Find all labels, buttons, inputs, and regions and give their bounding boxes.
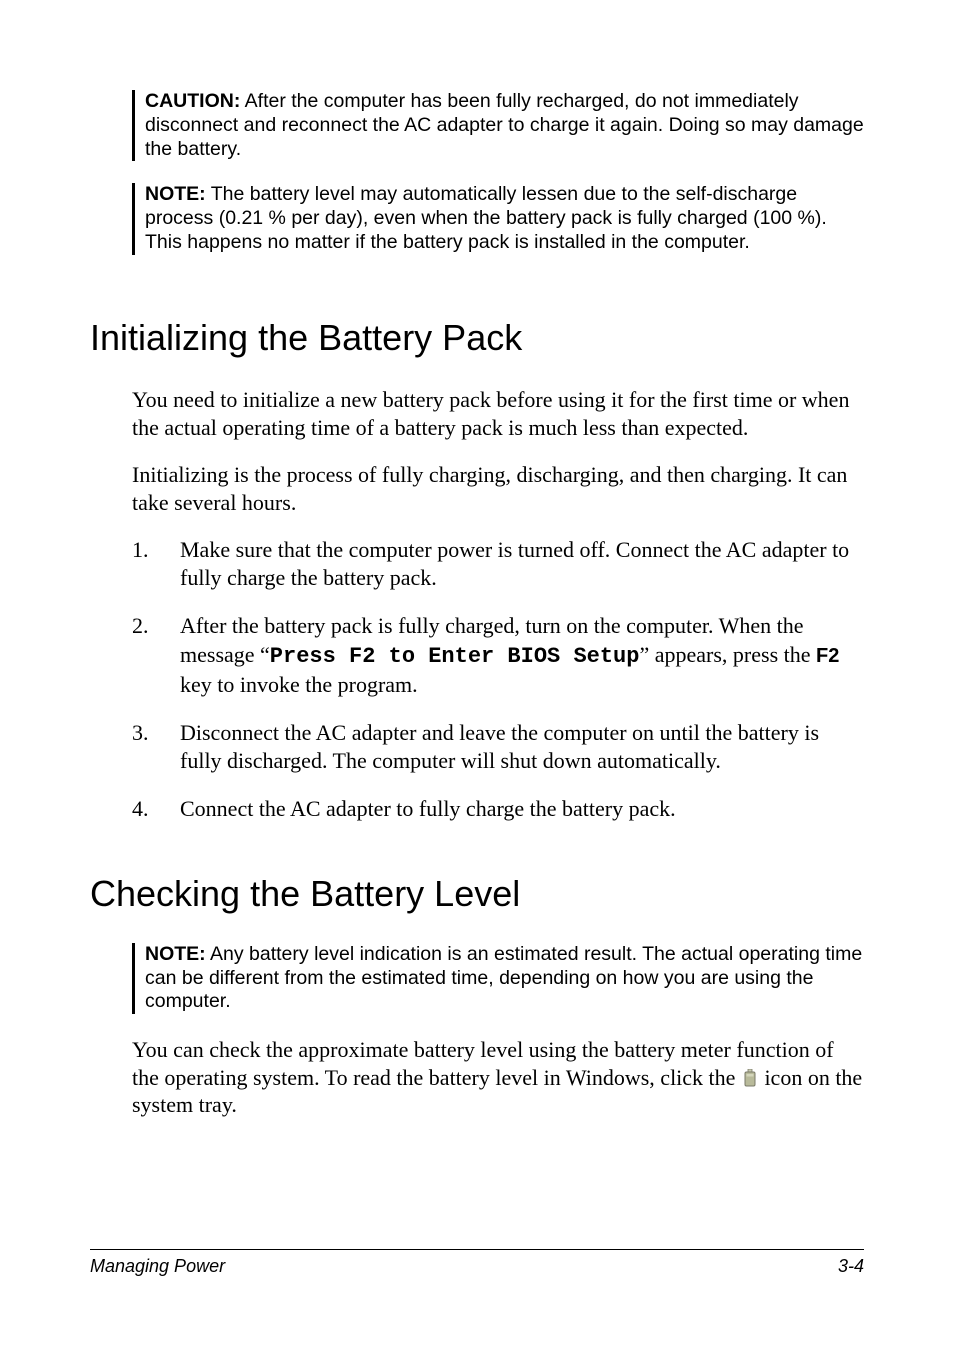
page-footer: Managing Power 3-4 [90,1249,864,1277]
init-paragraph-2: Initializing is the process of fully cha… [132,461,864,516]
heading-checking: Checking the Battery Level [90,873,864,914]
list-item-text: After the battery pack is fully charged,… [180,612,864,698]
battery-icon [743,1066,757,1084]
note-callout-1: NOTE: The battery level may automaticall… [132,183,864,254]
numbered-list: 1. Make sure that the computer power is … [132,536,864,823]
list-item2-key: F2 [816,645,839,667]
list-item2-post: key to invoke the program. [180,672,418,697]
list-item-text: Disconnect the AC adapter and leave the … [180,719,864,775]
list-item-number: 3. [132,719,180,775]
check-text-pre: You can check the approximate battery le… [132,1037,834,1090]
list-item-number: 1. [132,536,180,592]
caution-text: After the computer has been fully rechar… [145,90,864,160]
list-item-number: 4. [132,795,180,823]
list-item2-mono: Press F2 to Enter BIOS Setup [270,644,640,669]
caution-callout: CAUTION: After the computer has been ful… [132,90,864,161]
list-item: 1. Make sure that the computer power is … [132,536,864,592]
list-item: 2. After the battery pack is fully charg… [132,612,864,698]
footer-left: Managing Power [90,1256,225,1277]
init-paragraph-1: You need to initialize a new battery pac… [132,386,864,441]
note-callout-2: NOTE: Any battery level indication is an… [132,943,864,1014]
note2-label: NOTE: [145,943,206,965]
note1-text: The battery level may automatically less… [145,183,827,253]
list-item-text: Connect the AC adapter to fully charge t… [180,795,864,823]
check-paragraph: You can check the approximate battery le… [132,1036,864,1119]
list-item: 4. Connect the AC adapter to fully charg… [132,795,864,823]
footer-right: 3-4 [838,1256,864,1277]
note1-label: NOTE: [145,183,206,205]
list-item2-mid: ” appears, press the [639,642,816,667]
caution-label: CAUTION: [145,90,240,112]
list-item-text: Make sure that the computer power is tur… [180,536,864,592]
heading-initializing: Initializing the Battery Pack [90,317,864,358]
list-item-number: 2. [132,612,180,698]
note2-text: Any battery level indication is an estim… [145,943,862,1013]
list-item: 3. Disconnect the AC adapter and leave t… [132,719,864,775]
